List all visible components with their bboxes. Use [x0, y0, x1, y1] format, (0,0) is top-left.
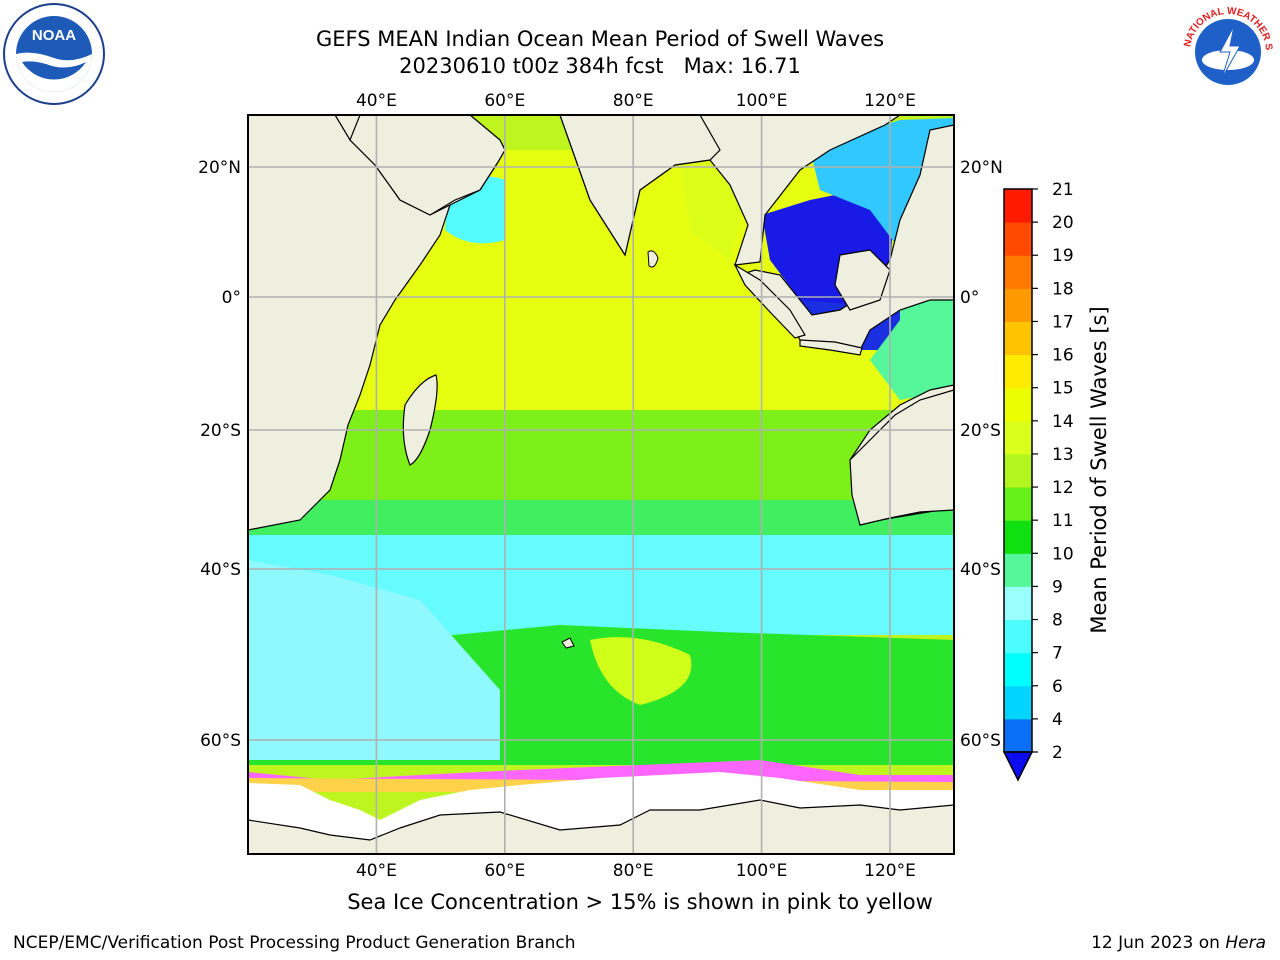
colorbar-swatch — [1004, 354, 1032, 389]
colorbar-tick-label: 7 — [1052, 644, 1063, 664]
colorbar-tick-label: 2 — [1052, 743, 1063, 763]
ocean-band-midlat — [248, 500, 954, 540]
lat-label-right-40s: 40°S — [960, 560, 1001, 580]
ocean-band-southern-west — [248, 560, 500, 760]
lat-label-right-20s: 20°S — [960, 421, 1001, 441]
colorbar-swatch — [1004, 652, 1032, 687]
colorbar-swatch — [1004, 255, 1032, 289]
lat-label-left-20n: 20°N — [198, 158, 241, 178]
colorbar-swatch — [1004, 487, 1032, 521]
colorbar-tick-label: 18 — [1052, 279, 1074, 299]
noaa-logo-text: NOAA — [32, 27, 76, 44]
colorbar-tick-label: 8 — [1052, 611, 1063, 631]
lon-label-top-40e: 40°E — [356, 91, 397, 111]
colorbar-swatch — [1004, 288, 1032, 322]
map-area — [248, 115, 954, 854]
title-line-1: GEFS MEAN Indian Ocean Mean Period of Sw… — [315, 27, 885, 51]
colorbar-tick-label: 11 — [1052, 511, 1074, 531]
land-arabia-india — [349, 115, 506, 216]
colorbar-swatch — [1004, 189, 1032, 223]
colorbar-frame — [1003, 188, 1033, 753]
colorbar-swatch — [1004, 619, 1032, 654]
colorbar-tick-label: 12 — [1052, 478, 1074, 498]
colorbar-swatch — [1004, 453, 1032, 488]
colorbar-swatch — [1004, 222, 1032, 256]
colorbar-title: Mean Period of Swell Waves [s] — [1087, 306, 1111, 633]
lon-label-bottom-60e: 60°E — [484, 861, 525, 881]
nws-logo-icon: NATIONAL WEATHER SERVICE — [1178, 2, 1276, 100]
colorbar-tick-label: 10 — [1052, 544, 1074, 564]
colorbar: 2 4 6 7 8 9 10 11 12 13 14 15 16 17 18 19 20 21 — [1002, 180, 1074, 782]
colorbar-swatch — [1004, 387, 1032, 422]
footer-host: Hera — [1225, 933, 1266, 953]
land-kerguelen — [561, 637, 575, 649]
colorbar-swatch — [1004, 718, 1032, 753]
noaa-logo-icon: NOAA — [3, 3, 105, 105]
colorbar-tick-label: 17 — [1052, 312, 1074, 332]
land-sumatra — [733, 263, 806, 339]
colorbar-tick-label: 21 — [1052, 180, 1074, 200]
lat-label-right-60s: 60°S — [960, 731, 1001, 751]
lon-label-top-80e: 80°E — [613, 91, 654, 111]
colorbar-tick-label: 6 — [1052, 677, 1063, 697]
colorbar-swatch — [1004, 520, 1032, 554]
lon-label-bottom-80e: 80°E — [613, 861, 654, 881]
gridlines — [248, 115, 954, 854]
colorbar-tick-label: 19 — [1052, 246, 1074, 266]
ocean-band-subtropics — [248, 410, 954, 505]
footer-date: 12 Jun 2023 on Hera — [1091, 933, 1266, 953]
colorbar-swatch — [1004, 553, 1032, 587]
land-borneo — [834, 249, 891, 311]
land-sri-lanka — [647, 250, 659, 268]
land-india — [520, 115, 721, 257]
lat-label-left-40s: 40°S — [200, 560, 241, 580]
colorbar-tick-label: 9 — [1052, 577, 1063, 597]
lon-label-top-120e: 120°E — [864, 91, 916, 111]
colorbar-tick-label: 4 — [1052, 710, 1063, 730]
land-java — [799, 339, 863, 356]
land-antarctica — [248, 799, 954, 854]
sea-ice-note: Sea Ice Concentration > 15% is shown in … — [347, 890, 933, 914]
colorbar-swatch — [1004, 586, 1032, 621]
lat-label-left-60s: 60°S — [200, 731, 241, 751]
lon-label-top-60e: 60°E — [484, 91, 525, 111]
map-frame — [247, 114, 955, 855]
colorbar-tick-label: 13 — [1052, 445, 1074, 465]
lat-label-right-0: 0° — [960, 288, 979, 308]
colorbar-tick-label: 15 — [1052, 379, 1074, 399]
footer-credit: NCEP/EMC/Verification Post Processing Pr… — [13, 933, 576, 953]
land-australia — [849, 389, 954, 526]
lon-label-bottom-100e: 100°E — [736, 861, 788, 881]
colorbar-under-arrow — [1002, 751, 1034, 782]
colorbar-tick-label: 16 — [1052, 346, 1074, 366]
lon-label-bottom-40e: 40°E — [356, 861, 397, 881]
colorbar-swatch — [1004, 685, 1032, 720]
lon-label-bottom-120e: 120°E — [864, 861, 916, 881]
title-line-2: 20230610 t00z 384h fcst Max: 16.71 — [399, 54, 801, 78]
lat-label-left-20s: 20°S — [200, 421, 241, 441]
ocean-patch-yellow-south — [590, 637, 692, 705]
lat-label-left-0: 0° — [222, 288, 241, 308]
colorbar-swatch — [1004, 420, 1032, 455]
colorbar-swatch — [1004, 321, 1032, 356]
lat-label-right-20n: 20°N — [960, 158, 1003, 178]
colorbar-tick-label: 20 — [1052, 213, 1074, 233]
footer-date-text: 12 Jun 2023 on — [1091, 933, 1226, 953]
lon-label-top-100e: 100°E — [736, 91, 788, 111]
colorbar-tick-label: 14 — [1052, 412, 1074, 432]
